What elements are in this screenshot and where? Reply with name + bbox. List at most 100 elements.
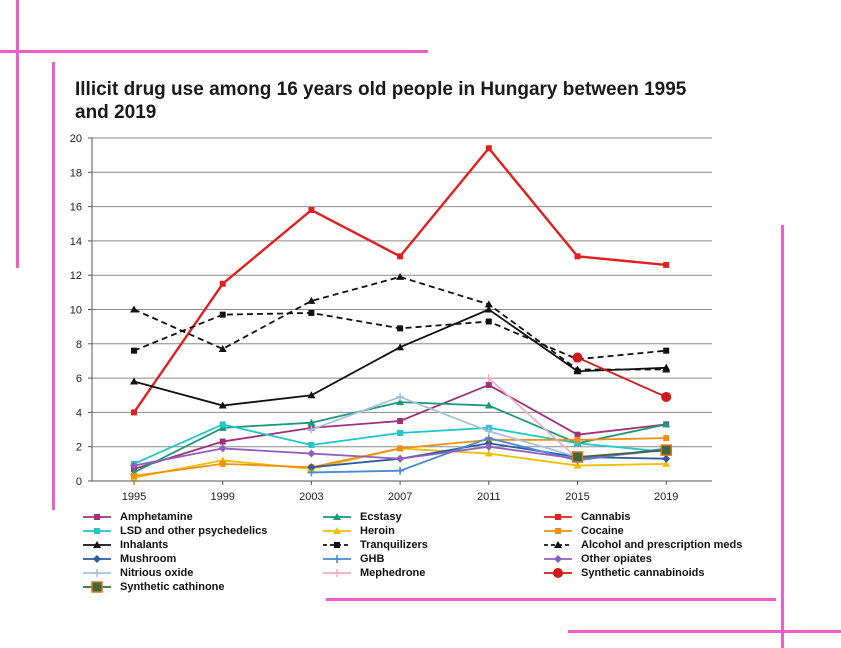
data-point [574, 436, 581, 443]
data-point [219, 311, 226, 318]
legend-item: Cocaine [543, 524, 624, 538]
data-point [307, 418, 316, 426]
data-point [307, 425, 316, 434]
series-line [488, 377, 579, 460]
series-cannabis [131, 145, 670, 416]
y-tick-label: 20 [70, 133, 82, 145]
legend-swatch [544, 541, 572, 548]
data-point [397, 253, 404, 260]
data-point [661, 391, 672, 402]
legend-swatch [323, 555, 351, 563]
decorative-line [781, 225, 784, 648]
y-tick-label: 0 [76, 476, 82, 488]
data-point [660, 444, 672, 456]
legend-item: Ecstasy [322, 510, 402, 524]
x-tick-label: 2003 [299, 491, 323, 503]
data-point [397, 429, 404, 436]
legend-marker [93, 541, 101, 548]
data-point [662, 454, 671, 463]
legend-item: Tranquilizers [322, 538, 428, 552]
legend-label: Tranquilizers [360, 539, 428, 551]
data-point [397, 325, 404, 332]
y-tick-label: 18 [70, 167, 82, 179]
y-tick-label: 16 [70, 202, 82, 214]
legend-label: Ecstasy [360, 511, 402, 523]
legend-marker [94, 514, 100, 520]
data-point [485, 381, 492, 388]
legend-label: Cannabis [581, 511, 631, 523]
legend-swatch [323, 569, 351, 577]
legend-swatch [83, 555, 111, 563]
data-point [484, 401, 493, 409]
data-point [573, 365, 582, 373]
data-point [131, 409, 137, 416]
legend-swatch [544, 514, 572, 520]
legend-item: Alcohol and prescription meds [543, 538, 742, 552]
series-line [133, 312, 667, 361]
data-point [218, 344, 227, 352]
legend-marker [93, 555, 101, 563]
data-point [484, 427, 493, 436]
data-point [663, 435, 670, 442]
data-point [396, 454, 405, 463]
data-point [663, 347, 670, 354]
legend-marker [333, 527, 341, 534]
legend-marker [333, 555, 341, 563]
data-point [218, 444, 227, 453]
legend-label: Inhalants [120, 539, 169, 551]
x-tick-label: 2015 [565, 491, 589, 503]
data-point [484, 449, 493, 457]
legend-marker [334, 542, 340, 548]
data-point [574, 253, 581, 260]
series-line [577, 356, 667, 398]
legend-swatch [323, 542, 351, 548]
legend-label: Nitrious oxide [120, 567, 194, 579]
x-tick-label: 2019 [654, 491, 678, 503]
legend-swatch [83, 528, 111, 534]
y-tick-label: 4 [76, 407, 82, 419]
data-point [307, 463, 316, 472]
series-line [133, 146, 667, 414]
legend-item: GHB [322, 552, 384, 566]
data-point [130, 305, 138, 313]
legend-swatch [83, 569, 111, 577]
legend-swatch [544, 528, 572, 534]
legend-swatch [83, 541, 111, 548]
data-point [308, 207, 315, 214]
legend-marker [333, 513, 341, 520]
legend-item: Synthetic cannabinoids [543, 566, 704, 580]
legend-item: Mephedrone [322, 566, 425, 580]
y-tick-label: 12 [70, 270, 82, 282]
y-tick-label: 10 [70, 305, 82, 317]
data-point [573, 461, 582, 469]
data-point [485, 145, 492, 152]
data-point [308, 309, 315, 316]
series-synthetic-cathinone [571, 444, 672, 463]
decorative-line [16, 0, 19, 268]
data-point [307, 449, 316, 458]
data-point [219, 438, 226, 445]
data-point [130, 461, 138, 470]
legend-marker [554, 541, 562, 548]
x-tick-label: 2011 [477, 491, 501, 503]
data-point [219, 421, 226, 428]
series-alcohol-and-prescription-meds [130, 272, 671, 373]
legend-marker [553, 568, 563, 578]
legend-item: Cannabis [543, 510, 631, 524]
legend-label: Amphetamine [120, 511, 193, 523]
data-point [396, 272, 405, 280]
legend-marker [91, 581, 103, 593]
x-tick-label: 1995 [122, 491, 146, 503]
data-point [308, 441, 315, 448]
data-point [572, 352, 583, 363]
data-point [484, 434, 493, 443]
data-point [484, 305, 493, 313]
y-tick-label: 6 [76, 373, 82, 385]
data-point [219, 280, 226, 287]
decorative-line [52, 62, 55, 510]
data-point [662, 365, 671, 373]
legend-item: Mushroom [82, 552, 176, 566]
legend-swatch [83, 514, 111, 520]
data-point [396, 398, 405, 406]
data-point [307, 391, 316, 399]
